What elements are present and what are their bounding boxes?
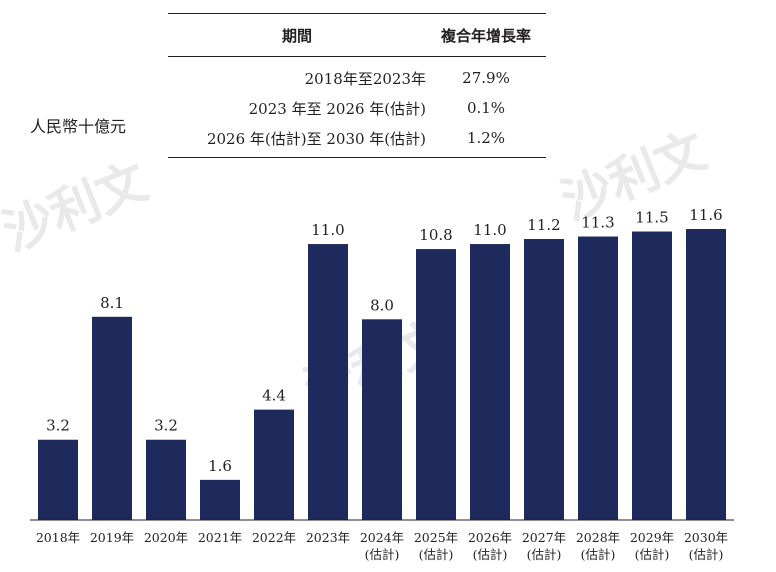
bar bbox=[632, 231, 672, 521]
value-label: 8.0 bbox=[370, 296, 394, 314]
tick-label: (估計) bbox=[365, 547, 400, 562]
bar bbox=[92, 316, 132, 520]
tick-label: 2030年 bbox=[684, 530, 728, 545]
cagr-rate: 1.2% bbox=[466, 129, 506, 147]
value-label: 11.6 bbox=[689, 206, 722, 224]
unit-label: 人民幣十億元 bbox=[30, 117, 127, 136]
bar bbox=[200, 479, 240, 520]
tick-label: (估計) bbox=[473, 547, 508, 562]
cagr-row: 2026 年(估計)至 2030 年(估計) 1.2% bbox=[168, 123, 546, 153]
value-label: 10.8 bbox=[419, 226, 452, 244]
bar bbox=[308, 244, 348, 520]
cagr-period: 2023 年至 2026 年(估計) bbox=[248, 99, 426, 118]
rate-header: 複合年增長率 bbox=[440, 26, 531, 45]
tick-label: 2027年 bbox=[522, 530, 566, 545]
bar bbox=[146, 439, 186, 520]
bar bbox=[38, 439, 78, 520]
period-header: 期間 bbox=[281, 26, 312, 45]
bars-group bbox=[38, 229, 726, 521]
tick-label: 2024年 bbox=[360, 530, 404, 545]
tick-label: (估計) bbox=[689, 547, 724, 562]
tick-label: (估計) bbox=[635, 547, 670, 562]
tick-label: (估計) bbox=[419, 547, 454, 562]
tick-label: (估計) bbox=[527, 547, 562, 562]
bar bbox=[578, 236, 618, 520]
bar bbox=[686, 229, 726, 520]
value-label: 3.2 bbox=[154, 417, 178, 435]
value-label: 11.5 bbox=[635, 209, 668, 227]
cagr-rate: 27.9% bbox=[462, 69, 510, 87]
bar bbox=[416, 249, 456, 520]
value-label: 11.0 bbox=[473, 221, 506, 239]
cagr-period: 2018年至2023年 bbox=[304, 69, 426, 88]
tick-label: 2022年 bbox=[252, 530, 296, 545]
value-labels-group: 3.2 8.1 3.2 1.6 4.4 11.0 8.0 10.8 11.0 11.2 11.3 11… bbox=[46, 206, 723, 475]
tick-labels-group: 2018年 2019年 2020年 2021年 2022年 2023年 2024年 (估計) 2… bbox=[36, 530, 728, 562]
cagr-table-header: 期間 複合年增長率 bbox=[168, 13, 546, 57]
value-label: 3.2 bbox=[46, 417, 70, 435]
tick-label: 2018年 bbox=[36, 530, 80, 545]
cagr-table: 期間 複合年增長率 2018年至2023年 27.9% 2023 年至 2026… bbox=[168, 13, 546, 158]
cagr-rate: 0.1% bbox=[466, 99, 506, 117]
tick-label: 2021年 bbox=[198, 530, 242, 545]
tick-label: 2029年 bbox=[630, 530, 674, 545]
value-label: 11.0 bbox=[311, 221, 344, 239]
value-label: 4.4 bbox=[262, 387, 286, 405]
cagr-table-body: 2018年至2023年 27.9% 2023 年至 2026 年(估計) 0.1… bbox=[168, 57, 546, 158]
tick-label: 2019年 bbox=[90, 530, 134, 545]
tick-label: (估計) bbox=[581, 547, 616, 562]
bar bbox=[524, 239, 564, 520]
value-label: 11.2 bbox=[527, 216, 560, 234]
tick-label: 2028年 bbox=[576, 530, 620, 545]
cagr-row: 2023 年至 2026 年(估計) 0.1% bbox=[168, 93, 546, 123]
cagr-period: 2026 年(估計)至 2030 年(估計) bbox=[206, 129, 426, 148]
cagr-row: 2018年至2023年 27.9% bbox=[168, 63, 546, 93]
value-label: 11.3 bbox=[581, 214, 614, 232]
bar bbox=[362, 319, 402, 520]
tick-label: 2023年 bbox=[306, 530, 350, 545]
tick-label: 2025年 bbox=[414, 530, 458, 545]
bar bbox=[254, 409, 294, 520]
svg-text:沙利文: 沙利文 bbox=[0, 152, 155, 262]
value-label: 1.6 bbox=[208, 457, 232, 475]
tick-label: 2020年 bbox=[144, 530, 188, 545]
value-label: 8.1 bbox=[100, 294, 124, 312]
bar bbox=[470, 244, 510, 520]
tick-label: 2026年 bbox=[468, 530, 512, 545]
